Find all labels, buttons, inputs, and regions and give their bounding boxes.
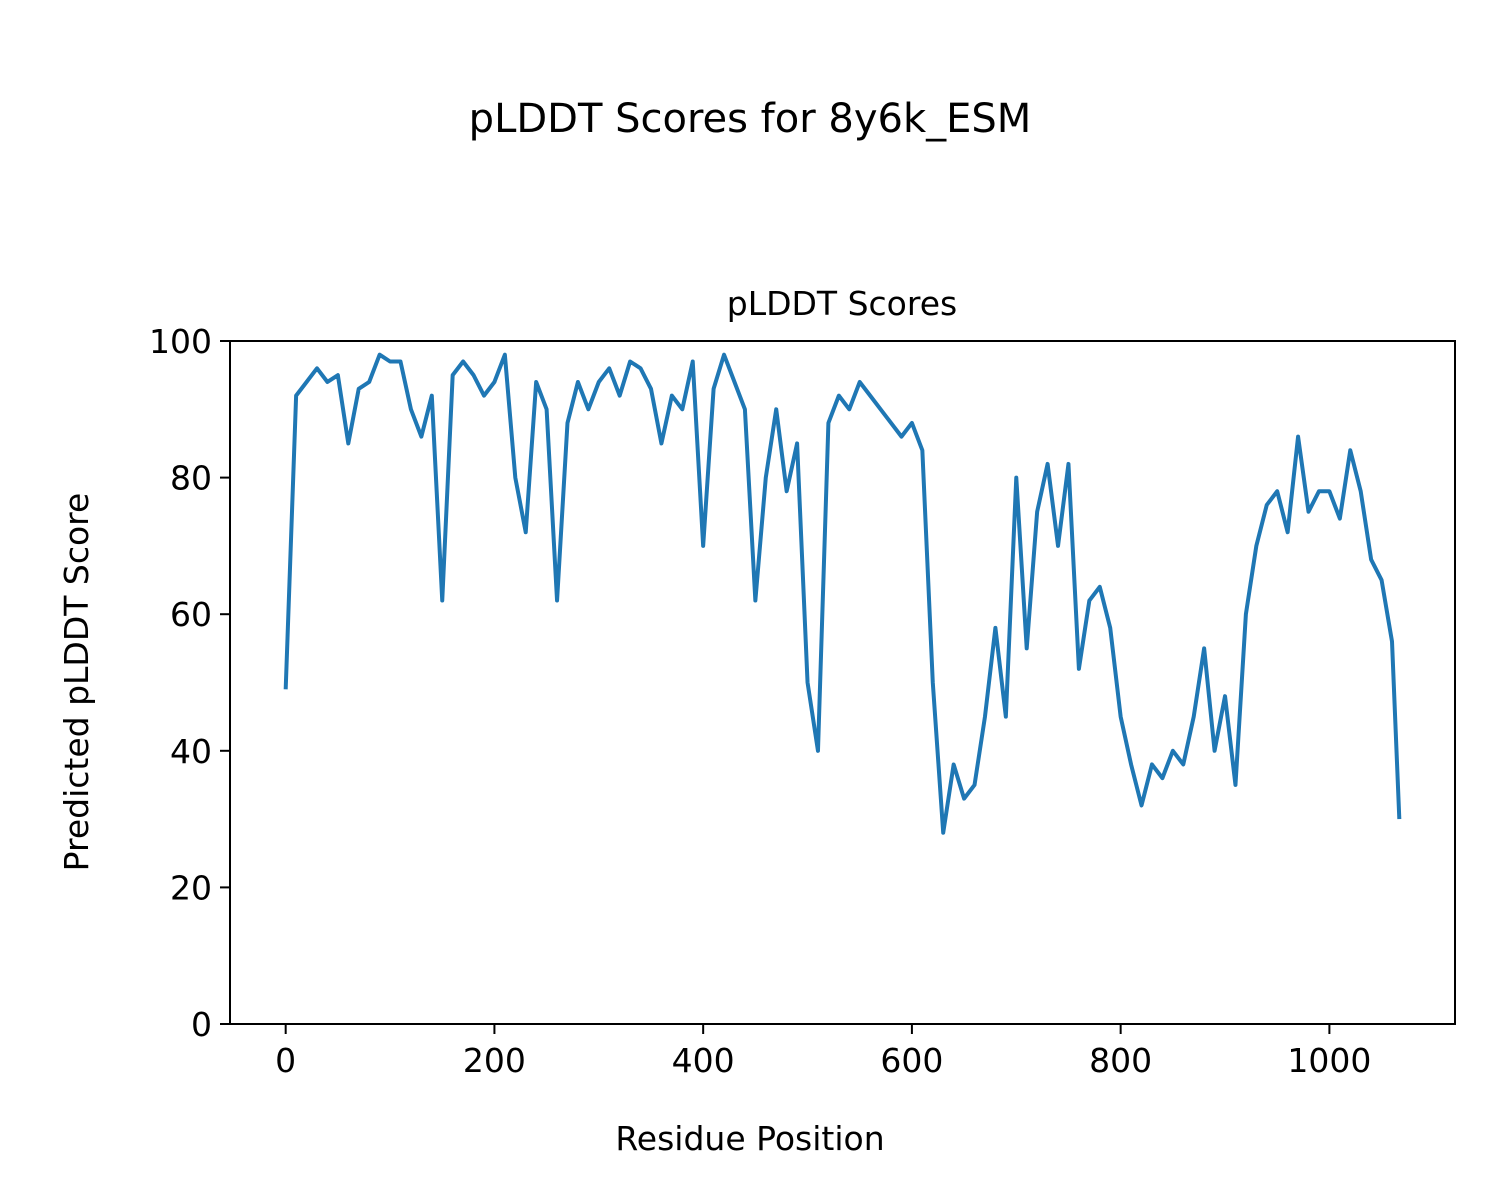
y-tick-label: 80 — [170, 459, 212, 498]
y-tick-label: 0 — [191, 1005, 212, 1044]
axes-frame — [229, 340, 1456, 1025]
x-tick-label: 600 — [880, 1041, 943, 1080]
x-tick-label: 400 — [672, 1041, 735, 1080]
y-tick-label: 60 — [170, 595, 212, 634]
data-line — [283, 352, 1402, 835]
x-axis-label: Residue Position — [615, 1119, 884, 1158]
y-axis-label: Predicted pLDDT Score — [57, 493, 96, 872]
x-tick-label: 0 — [275, 1041, 296, 1080]
y-tick-label: 20 — [170, 868, 212, 907]
axes-title: pLDDT Scores — [727, 284, 957, 323]
figure-title: pLDDT Scores for 8y6k_ESM — [469, 96, 1032, 142]
y-tick-label: 100 — [149, 322, 212, 361]
x-tick-label: 200 — [463, 1041, 526, 1080]
x-tick-label: 1000 — [1287, 1041, 1371, 1080]
x-tick-label: 800 — [1089, 1041, 1152, 1080]
y-tick-label: 40 — [170, 732, 212, 771]
